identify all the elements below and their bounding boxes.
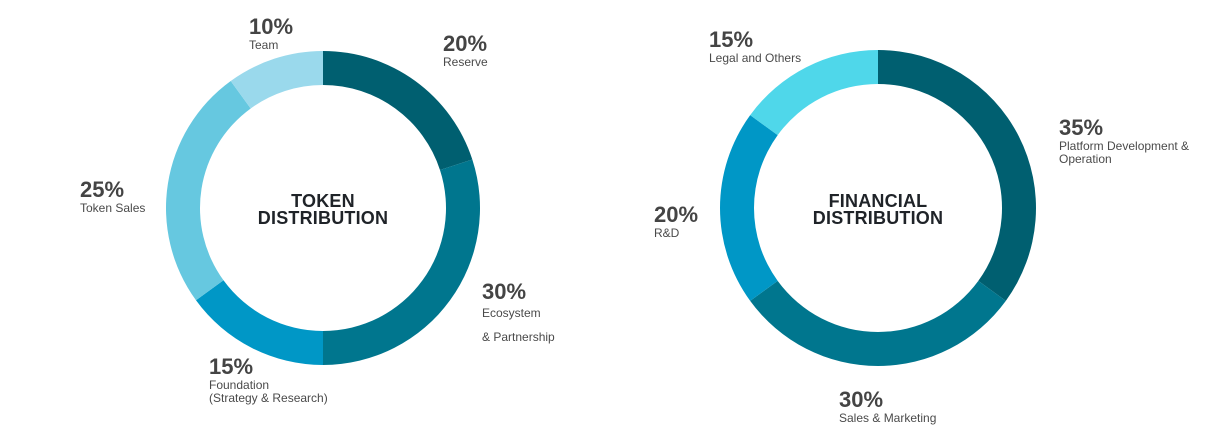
donut-slice-r-d (720, 115, 778, 301)
label-foundation-text: Foundation (209, 378, 270, 392)
label-platform-development: 35% Platform Development & Operation (1059, 116, 1189, 166)
label-team-text: Team (249, 38, 279, 52)
label-foundation-text-2: (Strategy & Research) (209, 391, 328, 405)
donut-slice-legal-and-others (750, 50, 878, 136)
donut-slice-team (230, 51, 323, 109)
financial-chart-title-line2: DISTRIBUTION (812, 208, 944, 228)
label-token-sales: 25% Token Sales (80, 178, 145, 215)
label-platform-development-percent: 35% (1059, 115, 1104, 140)
label-foundation: 15% Foundation (Strategy & Research) (209, 355, 328, 405)
donut-slice-sales-marketing (750, 280, 1006, 366)
token-chart-title-line2: DISTRIBUTION (257, 208, 389, 228)
label-ecosystem-text-2: & Partnership (482, 330, 555, 344)
label-sales-marketing-text: Sales & Marketing (839, 411, 937, 425)
label-token-sales-text: Token Sales (80, 201, 146, 215)
label-rnd-percent: 20% (654, 202, 699, 227)
label-team: 10% Team (249, 15, 293, 52)
financial-chart-title-line1: FINANCIAL (828, 191, 928, 211)
financial-chart-title: FINANCIAL DISTRIBUTION (798, 191, 958, 228)
label-platform-development-text-2: Operation (1059, 152, 1112, 166)
label-reserve-text: Reserve (443, 55, 488, 69)
token-chart-title: TOKEN DISTRIBUTION (243, 191, 403, 228)
label-team-percent: 10% (249, 14, 294, 39)
label-token-sales-percent: 25% (80, 177, 125, 202)
label-sales-marketing-percent: 30% (839, 387, 884, 412)
token-chart-title-line1: TOKEN (291, 191, 355, 211)
label-platform-development-text: Platform Development & (1059, 139, 1190, 153)
label-foundation-percent: 15% (209, 354, 254, 379)
donut-slice-reserve (323, 51, 473, 170)
donut-slice-platform-development-operation (878, 50, 1036, 301)
token-distribution-donut (166, 51, 481, 365)
label-legal-others-text: Legal and Others (709, 51, 802, 65)
financial-distribution-chart: FINANCIAL DISTRIBUTION 35% Platform Deve… (620, 0, 1230, 434)
label-legal-others-percent: 15% (709, 27, 754, 52)
donut-slice-token-sales (166, 80, 251, 301)
label-rnd: 20% R&D (654, 203, 698, 240)
financial-distribution-donut (720, 50, 1036, 366)
label-ecosystem-text: Ecosystem (482, 306, 541, 320)
token-distribution-chart: TOKEN DISTRIBUTION 20% Reserve 30% Ecosy… (80, 15, 555, 405)
label-reserve: 20% Reserve (443, 32, 488, 69)
donut-slice-foundation-strategy-research (195, 280, 323, 365)
label-reserve-percent: 20% (443, 31, 488, 56)
label-sales-marketing: 30% Sales & Marketing (839, 388, 936, 425)
donut-slice-ecosystem-partnership (323, 159, 481, 365)
label-ecosystem-percent: 30% (482, 279, 527, 304)
label-legal-others: 15% Legal and Others (709, 28, 801, 65)
label-ecosystem: 30% Ecosystem & Partnership (482, 280, 555, 344)
label-rnd-text: R&D (654, 226, 680, 240)
